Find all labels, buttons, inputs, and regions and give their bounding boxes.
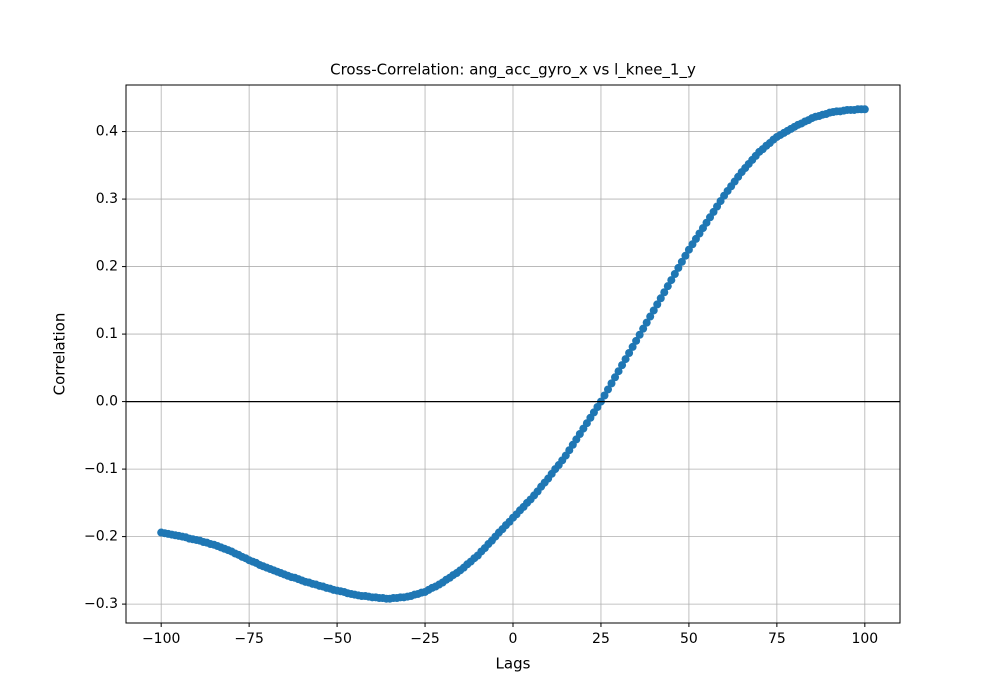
x-tick-label: 0	[509, 631, 518, 647]
x-tick-label: −50	[322, 631, 352, 647]
y-tick-label: −0.2	[84, 529, 118, 545]
marker	[663, 282, 672, 291]
marker	[653, 300, 662, 309]
marker	[860, 105, 869, 114]
marker	[632, 336, 641, 345]
y-tick-label: 0.2	[96, 259, 118, 275]
y-axis-label: Correlation	[51, 313, 69, 396]
marker	[670, 270, 679, 279]
plot-frame	[125, 84, 901, 624]
x-tick-label: 75	[768, 631, 786, 647]
chart-title: Cross-Correlation: ang_acc_gyro_x vs l_k…	[330, 61, 696, 80]
y-tick-label: −0.3	[84, 596, 118, 612]
x-tick-label: −75	[234, 631, 264, 647]
x-tick-label: 100	[851, 631, 878, 647]
marker	[646, 312, 655, 321]
y-tick-label: 0.3	[96, 191, 118, 207]
marker	[656, 294, 665, 303]
marker	[635, 330, 644, 339]
y-tick-label: 0.0	[96, 394, 118, 410]
marker	[649, 306, 658, 315]
marker	[600, 391, 609, 400]
x-tick-label: −25	[410, 631, 440, 647]
y-tick-label: 0.4	[96, 124, 118, 140]
marker	[674, 263, 683, 272]
marker	[607, 379, 616, 388]
y-tick-label: 0.1	[96, 326, 118, 342]
marker	[677, 257, 686, 266]
marker	[628, 342, 637, 351]
marker	[621, 355, 630, 364]
x-axis-label: Lags	[496, 655, 531, 673]
y-tick-label: −0.1	[84, 461, 118, 477]
marker	[642, 318, 651, 327]
marker	[625, 348, 634, 357]
marker	[603, 385, 612, 394]
marker	[618, 361, 627, 370]
x-tick-label: −100	[142, 631, 180, 647]
marker	[639, 324, 648, 333]
marker	[614, 367, 623, 376]
marker	[681, 251, 690, 260]
x-tick-label: 25	[592, 631, 610, 647]
marker	[611, 373, 620, 382]
marker	[660, 288, 669, 297]
x-tick-label: 50	[680, 631, 698, 647]
marker	[667, 276, 676, 285]
